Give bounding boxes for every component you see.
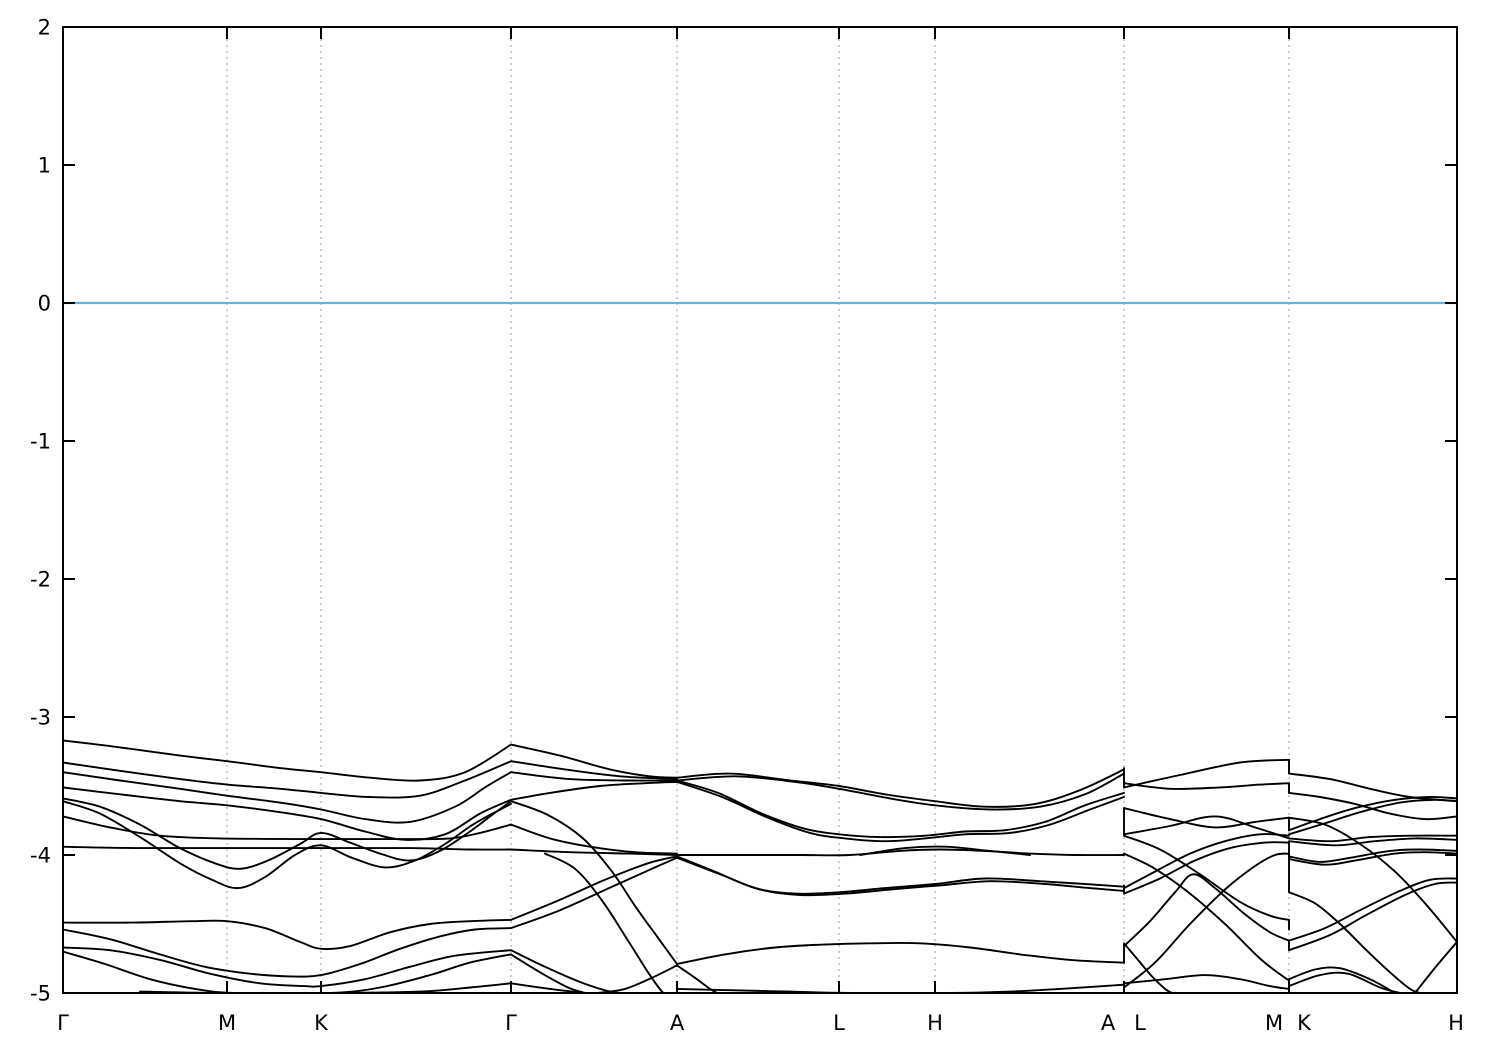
band-GMKG-1 <box>62 739 512 782</box>
band-ALHA-2 <box>676 772 1125 811</box>
band-KH-pairA <box>1288 877 1458 942</box>
band-KH-rise <box>1414 940 1458 994</box>
band-GMKG-10 <box>62 946 512 988</box>
x-axis-kpoint-label: Γ <box>505 1011 517 1035</box>
y-axis-tick-label: 0 <box>38 292 51 316</box>
band-LM-3 <box>1123 807 1290 829</box>
x-axis-kpoint-label: A <box>670 1011 685 1035</box>
band-LM-desc2 <box>1123 852 1290 981</box>
band-GMKG-3 <box>62 771 512 824</box>
band-KH-5a <box>1288 848 1458 863</box>
band-GA-flat <box>510 848 678 856</box>
band-LM-asc <box>1123 852 1290 989</box>
band-ALHA-flat2 <box>859 845 1031 856</box>
band-GMKG-8 <box>62 918 512 951</box>
x-axis-kpoint-label: L <box>833 1011 845 1035</box>
band-KH-2a <box>1288 796 1458 832</box>
band-GA-3 <box>510 771 678 782</box>
x-axis-kpoint-label: M <box>1265 1011 1283 1035</box>
band-LM-bottom <box>1123 974 1290 990</box>
x-axis-kpoint-label: Γ <box>57 1011 69 1035</box>
y-axis-tick-label: 1 <box>38 154 51 178</box>
band-GA-steep <box>510 800 678 965</box>
band-KH-4b <box>1288 837 1458 847</box>
band-GMKG-flat <box>62 845 512 851</box>
axis-ticks <box>63 26 1457 994</box>
band-GMKG-6 <box>62 815 512 841</box>
band-GA-2 <box>510 760 678 781</box>
band-KH-humpB <box>1288 971 1401 994</box>
y-axis-tick-label: 2 <box>38 16 51 40</box>
band-KH-3 <box>1288 791 1458 821</box>
band-LM-asc2a <box>1123 833 1290 890</box>
band-ALHA-flat <box>676 848 1125 857</box>
band-LM-hump <box>1123 873 1290 948</box>
x-axis-kpoint-label: L <box>1134 1011 1146 1035</box>
band-GA-8 <box>510 855 678 921</box>
band-GA-1 <box>510 743 678 779</box>
band-KH-humpA <box>1288 966 1396 994</box>
band-ALHA-3 <box>676 779 1125 839</box>
band-GA-steep2 <box>544 852 667 994</box>
band-KH-desc <box>1288 816 1458 943</box>
band-GMKG-4 <box>62 786 512 841</box>
bands-group <box>62 739 1458 994</box>
x-axis-kpoint-label: H <box>1448 1011 1464 1035</box>
band-ALHA-5b <box>676 856 1125 897</box>
y-axis-tick-label: -1 <box>30 430 51 454</box>
band-KH-pairB <box>1288 881 1458 952</box>
band-LM-2 <box>1123 782 1290 790</box>
y-axis-tick-label: -3 <box>30 706 51 730</box>
band-GA-9 <box>510 856 678 930</box>
plot-border <box>62 26 1458 994</box>
band-LM-1 <box>1123 758 1290 789</box>
band-GMKG-2 <box>62 760 512 799</box>
band-ALHA-4 <box>676 780 1125 843</box>
x-axis-kpoint-label: M <box>218 1011 236 1035</box>
x-axis-kpoint-label: H <box>927 1011 943 1035</box>
x-axis-kpoint-label: K <box>1297 1011 1312 1035</box>
band-GA-4 <box>510 780 678 801</box>
y-axis-tick-label: -4 <box>30 844 51 868</box>
band-LM-desc1 <box>1123 834 1290 921</box>
band-KH-drop <box>1288 891 1421 994</box>
x-axis-kpoint-label: K <box>314 1011 329 1035</box>
band-ALHA-6 <box>676 941 1125 965</box>
y-axis-tick-label: -5 <box>30 982 51 1006</box>
band-LM-4 <box>1123 815 1290 840</box>
band-KH-1 <box>1288 772 1458 803</box>
band-LM-asc2b <box>1123 841 1290 895</box>
band-ALHA-1 <box>676 768 1125 808</box>
band-GA-riseA <box>597 964 678 994</box>
band-GMKG-9 <box>62 927 512 978</box>
band-GA-6 <box>510 823 678 855</box>
band-GA-11 <box>510 953 586 994</box>
x-axis-kpoint-label: A <box>1101 1011 1116 1035</box>
band-KH-4a <box>1288 834 1458 843</box>
y-axis-tick-label: -2 <box>30 568 51 592</box>
band-KH-5b <box>1288 851 1458 866</box>
band-ALHA-7 <box>676 964 718 994</box>
band-LM-drop <box>1123 942 1173 994</box>
